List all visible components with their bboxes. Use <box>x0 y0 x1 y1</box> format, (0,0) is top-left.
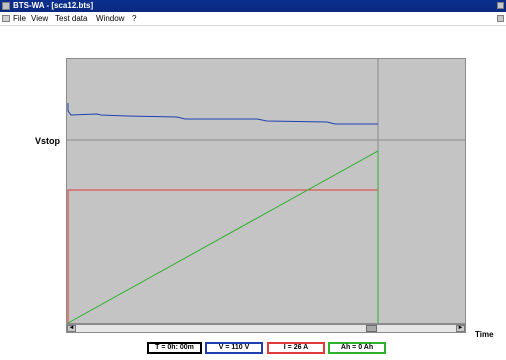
status-charge: Ah = 0 Ah <box>328 342 386 354</box>
plot-area[interactable] <box>66 58 466 324</box>
menu-bar: File View Test data Window ? <box>0 12 506 26</box>
scroll-right-icon[interactable]: ► <box>456 325 465 332</box>
scroll-thumb[interactable] <box>366 325 377 332</box>
document-icon[interactable] <box>2 15 10 22</box>
restore-icon[interactable] <box>497 15 504 22</box>
menu-file[interactable]: File <box>13 14 26 23</box>
minimize-icon[interactable] <box>497 2 504 9</box>
app-icon[interactable] <box>2 2 10 10</box>
voltage-trace <box>67 103 378 125</box>
plot-canvas <box>67 59 465 323</box>
window-title: BTS-WA - [sca12.bts] <box>13 1 94 10</box>
current-trace <box>67 189 378 323</box>
status-current: I = 26 A <box>267 342 325 354</box>
menu-test-data[interactable]: Test data <box>55 14 88 23</box>
menu-help[interactable]: ? <box>132 14 137 23</box>
time-axis-label: Time <box>475 330 494 339</box>
status-time: T = 0h: 00m <box>147 342 202 354</box>
vstop-label: Vstop <box>35 136 61 146</box>
scroll-left-icon[interactable]: ◄ <box>67 325 76 332</box>
horizontal-scrollbar[interactable]: ◄ ► <box>66 324 466 333</box>
title-bar: BTS-WA - [sca12.bts] <box>0 0 506 12</box>
charge-trace <box>67 150 379 323</box>
status-voltage: V = 110 V <box>205 342 263 354</box>
menu-window[interactable]: Window <box>96 14 125 23</box>
menu-view[interactable]: View <box>31 14 49 23</box>
